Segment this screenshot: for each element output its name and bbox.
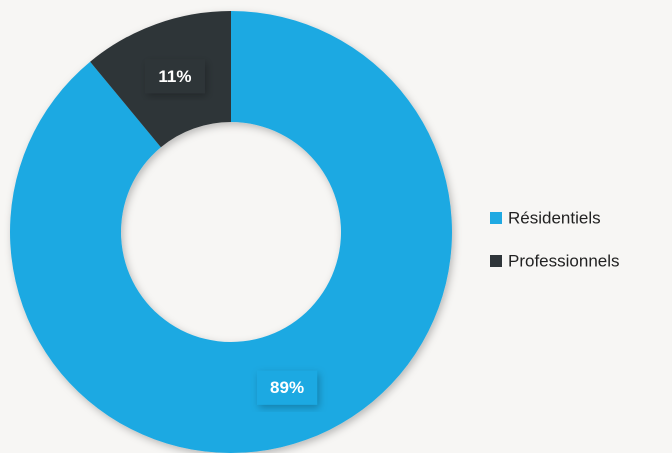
data-labels: 89% 11% (144, 59, 318, 405)
data-label: 89% (270, 378, 304, 397)
legend-label: Résidentiels (508, 208, 601, 227)
legend: Résidentiels Professionnels (490, 208, 620, 270)
legend-swatch (490, 255, 502, 267)
legend-label: Professionnels (508, 251, 620, 270)
slice (10, 11, 452, 453)
data-label-box (144, 59, 205, 94)
data-label-box (257, 370, 318, 405)
legend-swatch (490, 212, 502, 224)
data-label: 11% (158, 67, 191, 86)
